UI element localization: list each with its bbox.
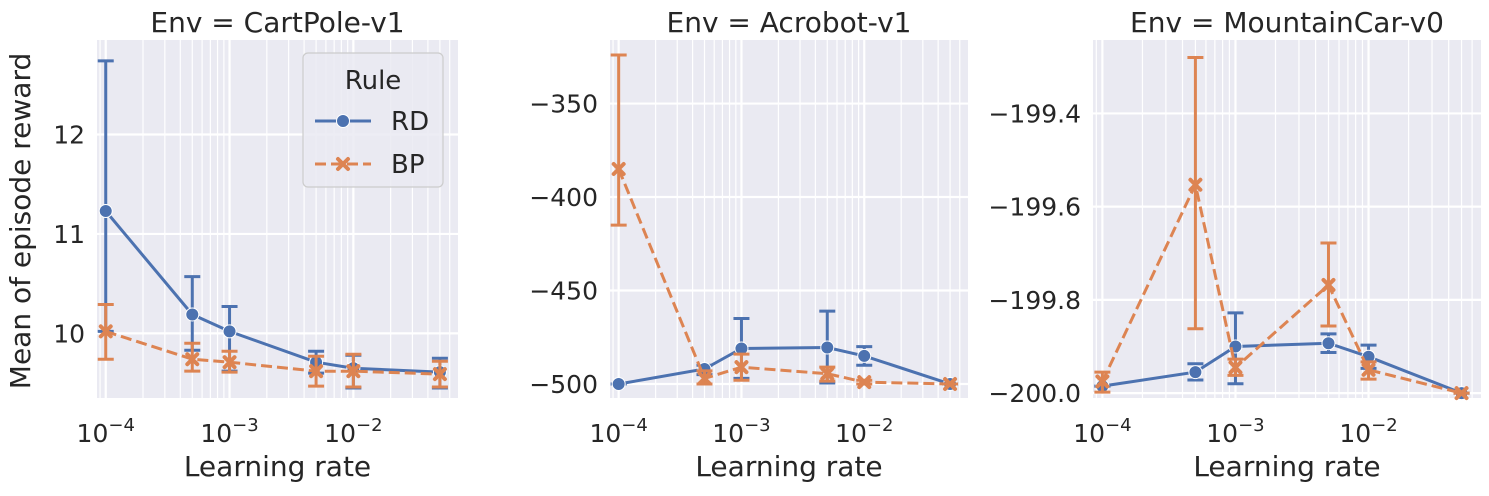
legend-label-rd: RD bbox=[391, 107, 429, 137]
legend-marker-rd bbox=[336, 114, 350, 128]
x-tick-label: 10−3 bbox=[1206, 415, 1264, 448]
chart-panel-3: 10−4 10−3 10−2 −200.0 −199.8 −199.6 −199.4 Env … bbox=[988, 6, 1481, 483]
data-point bbox=[98, 324, 113, 339]
data-point bbox=[857, 348, 872, 363]
chart-title: Env = MountainCar-v0 bbox=[1130, 6, 1444, 39]
data-point bbox=[1321, 277, 1336, 292]
y-tick-label: −350 bbox=[529, 90, 598, 119]
legend: Rule RD BP bbox=[302, 52, 444, 188]
x-tick-label: 10−4 bbox=[77, 415, 135, 448]
data-point bbox=[820, 340, 835, 355]
y-axis-label: Mean of episode reward bbox=[4, 53, 37, 389]
x-axis-label: Learning rate bbox=[695, 450, 882, 483]
data-point bbox=[820, 366, 835, 381]
data-point bbox=[611, 161, 626, 176]
y-tick-label: 10 bbox=[53, 319, 85, 348]
x-axis-label: Learning rate bbox=[1193, 450, 1380, 483]
legend-box bbox=[302, 52, 444, 188]
x-tick-label: 10−2 bbox=[835, 415, 893, 448]
series-line bbox=[104, 210, 440, 374]
y-tick-label: −450 bbox=[529, 277, 598, 306]
series-bp bbox=[610, 53, 959, 391]
series-line bbox=[617, 168, 951, 386]
y-tick-label: −199.8 bbox=[988, 286, 1081, 315]
data-point bbox=[1188, 177, 1203, 192]
data-point bbox=[1321, 336, 1336, 351]
data-point bbox=[309, 364, 324, 379]
legend-label-bp: BP bbox=[391, 150, 425, 180]
plot-background bbox=[610, 40, 968, 398]
x-axis-label: Learning rate bbox=[184, 450, 371, 483]
x-tick-label: 10−3 bbox=[712, 415, 770, 448]
y-tick-label: 12 bbox=[53, 120, 85, 149]
data-point bbox=[857, 375, 872, 390]
data-point bbox=[222, 324, 237, 339]
y-tick-label: −200.0 bbox=[988, 379, 1081, 408]
chart-panel-2: 10−4 10−3 10−2 −500 −450 −400 −350 Env = Acrobo… bbox=[529, 6, 968, 483]
data-point bbox=[1228, 360, 1243, 375]
x-tick-label: 10−2 bbox=[1339, 415, 1397, 448]
data-point bbox=[1095, 374, 1110, 389]
data-point bbox=[1361, 362, 1376, 377]
series-line bbox=[618, 345, 951, 386]
y-tick-label: −199.4 bbox=[988, 99, 1081, 128]
data-point bbox=[98, 204, 113, 219]
data-point bbox=[185, 307, 200, 322]
legend-marker-bp bbox=[336, 157, 350, 171]
data-point bbox=[432, 367, 447, 382]
plot-background bbox=[1093, 40, 1481, 398]
data-point bbox=[734, 360, 749, 375]
y-tick-label: −199.6 bbox=[988, 193, 1081, 222]
y-tick-label: −500 bbox=[529, 370, 598, 399]
data-point bbox=[943, 376, 958, 391]
y-tick-label: 11 bbox=[53, 220, 85, 249]
data-point bbox=[185, 352, 200, 367]
series-bp bbox=[1094, 55, 1470, 401]
series-line bbox=[1102, 341, 1463, 395]
data-point bbox=[222, 355, 237, 370]
x-tick-label: 10−2 bbox=[324, 415, 382, 448]
data-point bbox=[1454, 386, 1469, 401]
data-point bbox=[697, 371, 712, 386]
y-tick-label: −400 bbox=[529, 183, 598, 212]
series-bp bbox=[97, 303, 448, 389]
chart-panel-1: 10−4 10−3 10−2 10 11 12 Env = CartPole-v1 Learn… bbox=[53, 6, 458, 483]
x-tick-label: 10−4 bbox=[1073, 415, 1131, 448]
data-point bbox=[611, 376, 626, 391]
chart-title: Env = Acrobot-v1 bbox=[667, 6, 912, 39]
x-tick-label: 10−3 bbox=[200, 415, 258, 448]
chart-title: Env = CartPole-v1 bbox=[150, 6, 404, 39]
data-point bbox=[346, 364, 361, 379]
series-line bbox=[1101, 180, 1462, 395]
x-tick-label: 10−4 bbox=[589, 415, 647, 448]
legend-title: Rule bbox=[345, 66, 402, 96]
data-point bbox=[1188, 365, 1203, 380]
